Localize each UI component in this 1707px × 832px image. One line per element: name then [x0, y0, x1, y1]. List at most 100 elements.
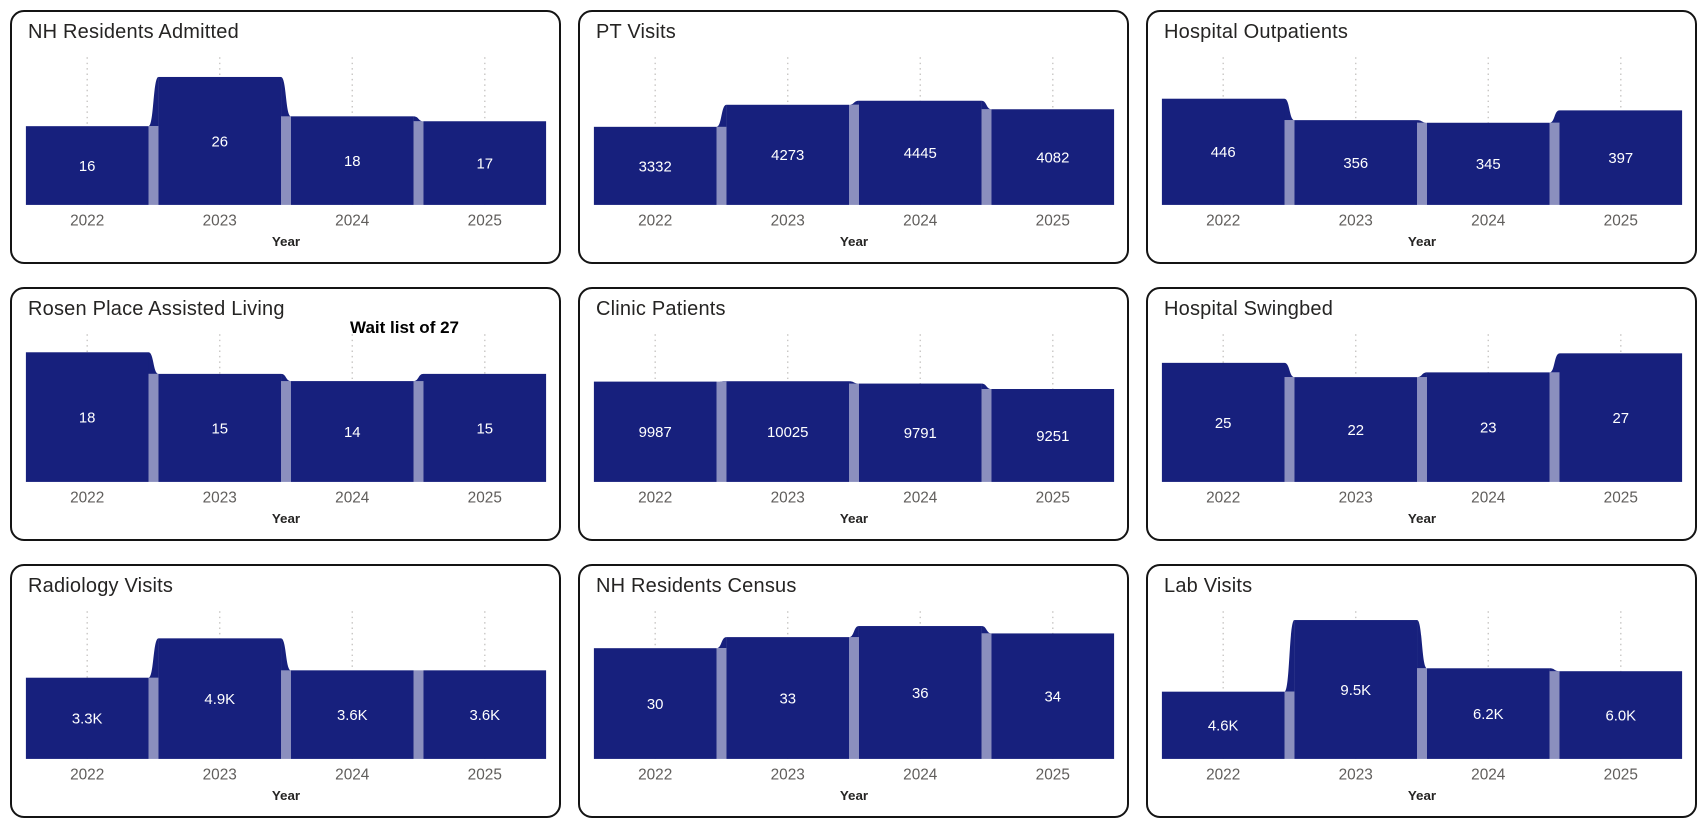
ribbon-slope	[148, 352, 159, 374]
bar-2024[interactable]	[290, 670, 414, 759]
ribbon-connector	[716, 648, 727, 759]
ribbon-slope	[148, 76, 159, 127]
data-label: 6.0K	[1605, 709, 1636, 725]
x-tick-label: 2025	[1604, 767, 1638, 784]
bar-2023[interactable]	[1294, 620, 1418, 759]
chart-title: PT Visits	[596, 21, 676, 43]
x-tick-label: 2025	[468, 767, 502, 784]
bar-2024[interactable]	[858, 383, 982, 482]
bar-2025[interactable]	[991, 109, 1115, 205]
bar-2023[interactable]	[158, 638, 282, 759]
ribbon-chart-hospital-outpatients[interactable]: 446 2022 356 2023 345 2024 397 2025 Year	[1148, 12, 1695, 262]
ribbon-connector	[148, 126, 159, 205]
bar-2025[interactable]	[423, 373, 547, 482]
bar-2023[interactable]	[158, 373, 282, 482]
ribbon-connector	[981, 633, 992, 759]
ribbon-connector	[1284, 377, 1295, 482]
bar-2022[interactable]	[593, 648, 717, 759]
data-label: 356	[1343, 156, 1368, 172]
bar-2023[interactable]	[726, 104, 850, 205]
ribbon-slope	[1417, 120, 1427, 123]
chart-title: Lab Visits	[1164, 575, 1253, 597]
bar-2023[interactable]	[726, 637, 850, 759]
bar-2023[interactable]	[1294, 377, 1418, 482]
ribbon-chart-nh-residents-census[interactable]: 30 2022 33 2023 36 2024 34 2025 Year	[580, 566, 1127, 816]
x-tick-label: 2024	[903, 213, 938, 230]
x-tick-label: 2023	[1339, 213, 1373, 230]
x-axis-title: Year	[1408, 511, 1436, 526]
bar-2024[interactable]	[290, 381, 414, 482]
bar-2025[interactable]	[1559, 110, 1683, 205]
data-label: 3332	[639, 159, 672, 175]
ribbon-connector	[716, 381, 727, 482]
data-label: 4082	[1036, 151, 1069, 167]
x-tick-label: 2024	[1471, 767, 1506, 784]
x-tick-label: 2023	[203, 767, 237, 784]
bar-2025[interactable]	[1559, 671, 1683, 759]
bar-2022[interactable]	[593, 126, 717, 205]
bar-2024[interactable]	[1426, 372, 1550, 482]
x-tick-label: 2023	[771, 213, 805, 230]
data-label: 22	[1347, 423, 1364, 439]
bar-2022[interactable]	[1161, 98, 1285, 205]
ribbon-connector	[1549, 372, 1560, 482]
ribbon-connector	[413, 670, 424, 759]
ribbon-chart-rosen-place[interactable]: 18 2022 15 2023 14 2024 15 2025 Year	[12, 289, 559, 539]
wait-list-annotation: Wait list of 27	[350, 318, 459, 337]
ribbon-connector	[1284, 691, 1295, 759]
ribbon-chart-radiology-visits[interactable]: 3.3K 2022 4.9K 2023 3.6K 2024 3.6K 2025 Year	[12, 566, 559, 816]
bar-2022[interactable]	[25, 677, 149, 759]
bar-2025[interactable]	[423, 670, 547, 759]
bar-2022[interactable]	[1161, 362, 1285, 482]
ribbon-slope	[281, 76, 291, 117]
bar-2022[interactable]	[1161, 691, 1285, 759]
chart-card-lab-visits: Lab Visits 4.6K 2022 9.5K 2023 6.2K 2024 6.0K 2…	[1146, 564, 1697, 818]
bar-2024[interactable]	[858, 100, 982, 205]
ribbon-connector	[849, 637, 859, 759]
data-label: 26	[211, 134, 228, 150]
bar-2024[interactable]	[1426, 122, 1550, 205]
data-label: 10025	[767, 425, 808, 441]
ribbon-chart-hospital-swingbed[interactable]: 25 2022 22 2023 23 2024 27 2025 Year	[1148, 289, 1695, 539]
ribbon-slope	[281, 638, 291, 671]
data-label: 345	[1476, 157, 1501, 173]
ribbon-connector	[1417, 377, 1427, 482]
bar-2024[interactable]	[858, 626, 982, 759]
chart-card-nh-residents-admitted: NH Residents Admitted 16 2022 26 2023 18 2024…	[10, 10, 561, 264]
ribbon-slope	[1284, 98, 1295, 121]
x-tick-label: 2022	[638, 213, 672, 230]
chart-title: Hospital Swingbed	[1164, 298, 1334, 320]
data-label: 15	[477, 421, 494, 437]
x-tick-label: 2023	[1339, 490, 1373, 507]
data-label: 15	[211, 421, 228, 437]
ribbon-slope	[849, 626, 859, 638]
bar-2023[interactable]	[726, 381, 850, 482]
bar-2024[interactable]	[1426, 668, 1550, 759]
ribbon-chart-clinic-patients[interactable]: 9987 2022 10025 2023 9791 2024 9251 2025 Year	[580, 289, 1127, 539]
bar-2025[interactable]	[423, 121, 547, 205]
chart-card-nh-residents-census: NH Residents Census 30 2022 33 2023 36 2024 34…	[578, 564, 1129, 818]
bar-2023[interactable]	[158, 76, 282, 205]
x-axis-title: Year	[272, 511, 300, 526]
bar-2022[interactable]	[25, 352, 149, 482]
data-label: 27	[1613, 411, 1630, 427]
data-label: 9.5K	[1340, 683, 1371, 699]
bar-2022[interactable]	[25, 126, 149, 205]
ribbon-slope	[981, 626, 992, 634]
data-label: 4.9K	[204, 692, 235, 708]
bar-2025[interactable]	[1559, 353, 1683, 482]
ribbon-chart-pt-visits[interactable]: 3332 2022 4273 2023 4445 2024 4082 2025 Year	[580, 12, 1127, 262]
chart-title: Hospital Outpatients	[1164, 21, 1349, 43]
bar-2024[interactable]	[290, 116, 414, 205]
ribbon-chart-lab-visits[interactable]: 4.6K 2022 9.5K 2023 6.2K 2024 6.0K 2025 Year	[1148, 566, 1695, 816]
x-axis-title: Year	[1408, 234, 1436, 249]
bar-2025[interactable]	[991, 389, 1115, 482]
bar-2023[interactable]	[1294, 120, 1418, 205]
chart-title: NH Residents Admitted	[28, 21, 239, 43]
x-tick-label: 2023	[771, 767, 805, 784]
ribbon-slope	[1417, 372, 1427, 378]
bar-2022[interactable]	[593, 381, 717, 482]
ribbon-chart-nh-residents-admitted[interactable]: 16 2022 26 2023 18 2024 17 2025 Year	[12, 12, 559, 262]
bar-2025[interactable]	[991, 633, 1115, 759]
ribbon-slope	[716, 104, 727, 127]
